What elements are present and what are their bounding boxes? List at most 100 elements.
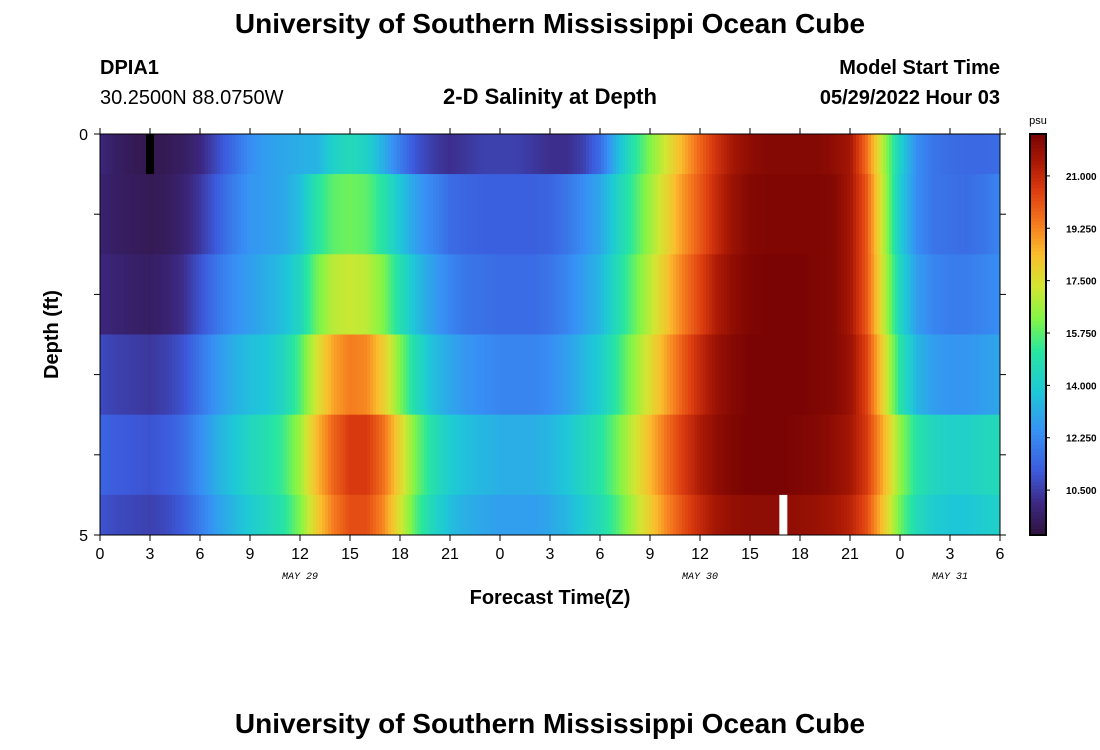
heatmap-cell: [520, 134, 524, 175]
heatmap-cell: [118, 334, 122, 416]
heatmap-cell: [382, 494, 386, 536]
heatmap-cell: [991, 414, 995, 496]
heatmap-cell: [229, 174, 233, 255]
heatmap-cell: [412, 494, 416, 536]
heatmap-cell: [466, 334, 470, 416]
heatmap-cell: [739, 414, 743, 496]
heatmap-cell: [391, 134, 395, 175]
heatmap-cell: [556, 494, 560, 536]
heatmap-cell: [460, 494, 464, 536]
heatmap-cell: [373, 494, 377, 536]
heatmap-cell: [847, 254, 851, 335]
heatmap-cell: [865, 174, 869, 255]
heatmap-cell: [346, 334, 350, 416]
colorbar-frame: [1029, 133, 1047, 536]
heatmap-cell: [454, 134, 458, 175]
heatmap-cell: [253, 254, 257, 335]
heatmap-cell: [667, 334, 671, 416]
heatmap-cell: [799, 174, 803, 255]
colorbar-segment: [1030, 454, 1046, 459]
heatmap-cell: [205, 494, 209, 536]
heatmap-cell: [559, 414, 563, 496]
heatmap-cell: [316, 334, 320, 416]
heatmap-cell: [376, 254, 380, 335]
heatmap-cell: [328, 414, 332, 496]
heatmap-cell: [277, 254, 281, 335]
heatmap-cell: [397, 134, 401, 175]
heatmap-cell: [361, 134, 365, 175]
heatmap-cell: [382, 414, 386, 496]
heatmap-cell: [529, 254, 533, 335]
heatmap-cell: [463, 414, 467, 496]
colorbar-segment: [1030, 364, 1046, 369]
colorbar-segment: [1030, 347, 1046, 352]
heatmap-cell: [184, 174, 188, 255]
heatmap-cell: [871, 494, 875, 536]
heatmap-cell: [499, 134, 503, 175]
heatmap-cell: [748, 254, 752, 335]
heatmap-cell: [184, 334, 188, 416]
heatmap-cell: [547, 414, 551, 496]
heatmap-cell: [400, 334, 404, 416]
heatmap-cell: [100, 414, 104, 496]
heatmap-cell: [733, 254, 737, 335]
heatmap-cell: [850, 494, 854, 536]
heatmap-cell: [424, 174, 428, 255]
heatmap-cell: [412, 134, 416, 175]
heatmap-cell: [394, 414, 398, 496]
heatmap-cell: [238, 414, 242, 496]
heatmap-cell: [556, 134, 560, 175]
heatmap-cell: [697, 254, 701, 335]
heatmap-cell: [190, 254, 194, 335]
heatmap-cell: [619, 414, 623, 496]
heatmap-cell: [364, 254, 368, 335]
heatmap-cell: [139, 254, 143, 335]
heatmap-cell: [751, 134, 755, 175]
heatmap-cell: [604, 134, 608, 175]
heatmap-cell: [949, 254, 953, 335]
heatmap-cell: [514, 494, 518, 536]
heatmap-cell: [736, 414, 740, 496]
heatmap-cell: [352, 174, 356, 255]
heatmap-cell: [859, 334, 863, 416]
heatmap-cell: [214, 174, 218, 255]
heatmap-cell: [982, 174, 986, 255]
heatmap-cell: [694, 414, 698, 496]
heatmap-cell: [442, 254, 446, 335]
heatmap-cell: [430, 414, 434, 496]
heatmap-cell: [703, 134, 707, 175]
heatmap-cell: [196, 134, 200, 175]
colorbar-segment: [1030, 354, 1046, 359]
heatmap-cell: [388, 134, 392, 175]
heatmap-cell: [562, 174, 566, 255]
x-day-label: MAY 30: [682, 572, 718, 583]
heatmap-cell: [706, 334, 710, 416]
heatmap-cell: [247, 494, 251, 536]
heatmap-cell: [547, 334, 551, 416]
heatmap-cell: [619, 494, 623, 536]
heatmap-cell: [697, 134, 701, 175]
heatmap-cell: [238, 254, 242, 335]
heatmap-cell: [715, 334, 719, 416]
heatmap-cell: [913, 254, 917, 335]
heatmap-cell: [232, 254, 236, 335]
heatmap-cell: [292, 414, 296, 496]
heatmap-cell: [565, 414, 569, 496]
heatmap-cell: [946, 334, 950, 416]
heatmap-cell: [439, 254, 443, 335]
heatmap-cell: [730, 174, 734, 255]
heatmap-cell: [730, 134, 734, 175]
heatmap-cell: [220, 334, 224, 416]
heatmap-cell: [847, 334, 851, 416]
heatmap-cell: [292, 494, 296, 536]
colorbar-segment: [1030, 448, 1046, 453]
heatmap-cell: [232, 414, 236, 496]
heatmap-cell: [331, 414, 335, 496]
heatmap-cell: [880, 414, 884, 496]
heatmap-cell: [688, 254, 692, 335]
colorbar-segment: [1030, 474, 1046, 479]
heatmap-cell: [667, 254, 671, 335]
heatmap-cell: [502, 174, 506, 255]
heatmap-cell: [457, 494, 461, 536]
heatmap-cell: [979, 494, 983, 536]
